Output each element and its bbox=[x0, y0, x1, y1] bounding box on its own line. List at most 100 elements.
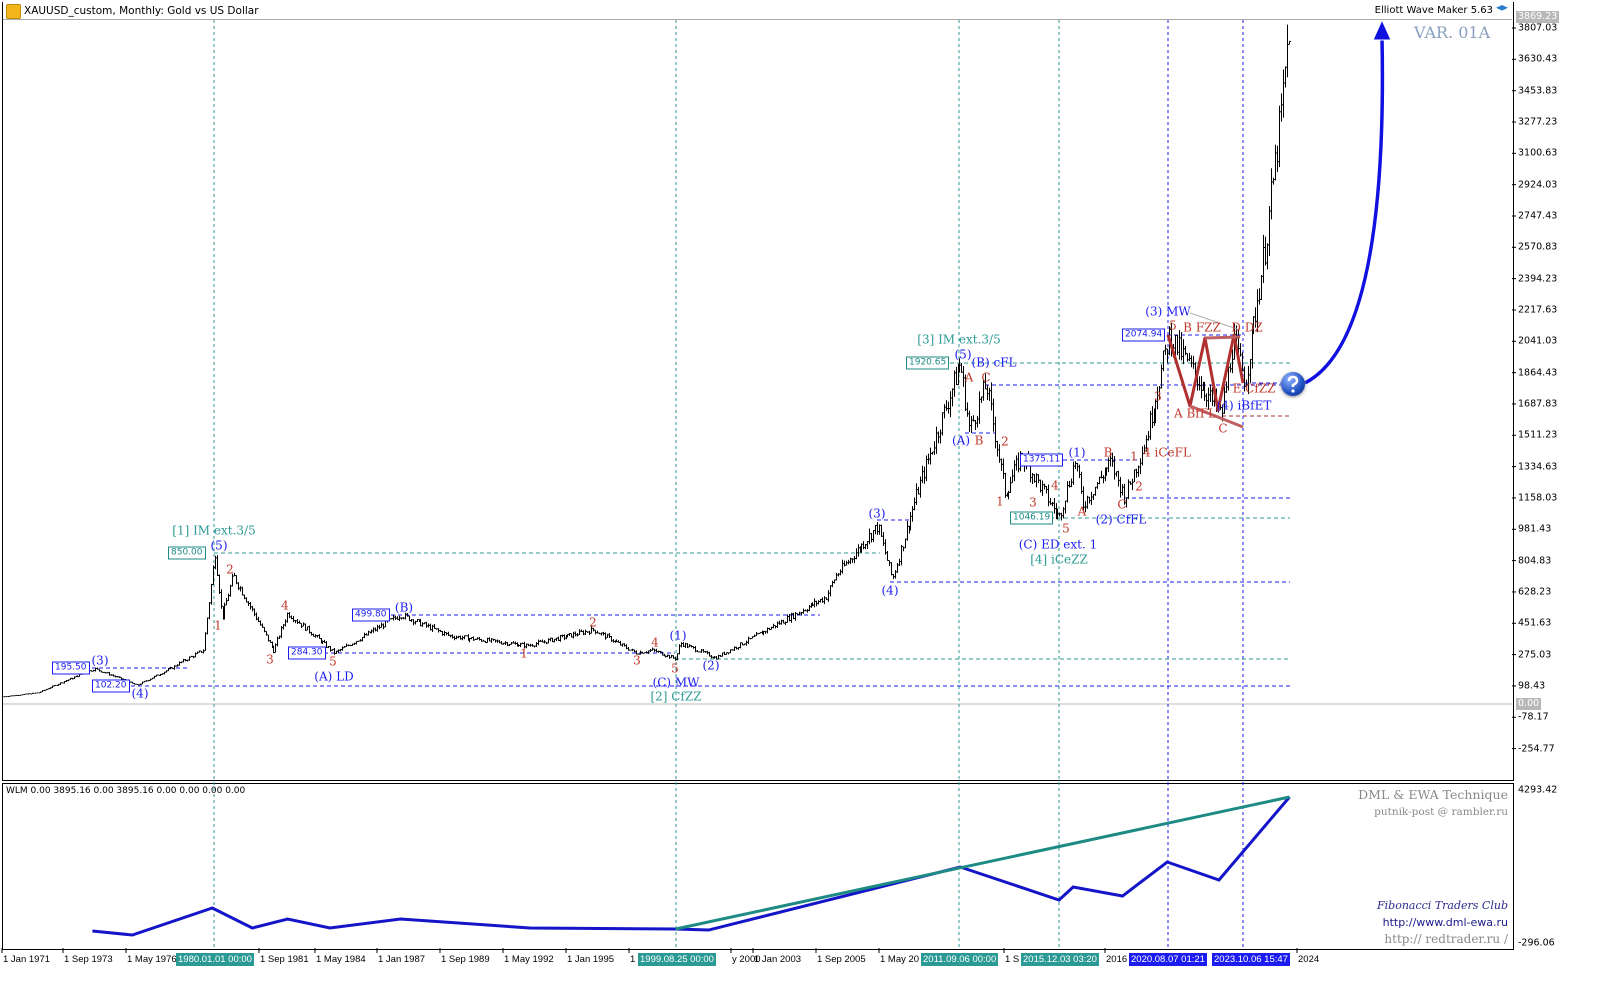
time-marker-tag: 2020.08.07 01:21 bbox=[1129, 953, 1207, 966]
wave-label: (1) bbox=[669, 628, 687, 643]
price-tick-label: 3453.83 bbox=[1518, 85, 1558, 97]
time-tick-label: 2016 bbox=[1106, 954, 1128, 965]
time-marker-tag: 1999.08.25 00:00 bbox=[638, 953, 716, 966]
time-marker-tag: 2023.10.06 15:47 bbox=[1212, 953, 1290, 966]
time-tick-label: 1 May 1984 bbox=[316, 954, 366, 965]
wave-label: B FZZ bbox=[1183, 320, 1221, 335]
wave-label: (5) bbox=[954, 347, 972, 362]
time-tick-label: 1 Sep 1989 bbox=[441, 954, 490, 965]
arrow-head-icon bbox=[1372, 18, 1392, 41]
wave-label: 4 iCeFL bbox=[1143, 445, 1191, 460]
price-tick-label: 1158.03 bbox=[1518, 492, 1558, 504]
question-mark-glyph bbox=[1287, 375, 1299, 393]
wave-label: 1 bbox=[520, 646, 528, 661]
wave-label: 1 bbox=[1130, 449, 1138, 464]
wave-label: (C) ED ext. 1 bbox=[1018, 537, 1098, 552]
wave-label: A bbox=[1077, 504, 1087, 519]
time-tick-label: 1 Jan 1971 bbox=[3, 954, 51, 965]
wave-label: 2 bbox=[226, 562, 234, 577]
variant-label: VAR. 01A bbox=[1414, 23, 1491, 42]
wave-label: [3] IM ext.3/5 bbox=[917, 332, 1001, 347]
wave-label: 3 bbox=[1154, 389, 1162, 404]
price-tick-label: 2924.03 bbox=[1518, 179, 1558, 191]
wave-label: 5 bbox=[1062, 521, 1070, 536]
price-chart-pane[interactable] bbox=[2, 2, 1514, 781]
wave-label: 2 bbox=[1135, 479, 1143, 494]
wave-label: (C) MW bbox=[652, 675, 700, 690]
price-tick-label: 2394.23 bbox=[1518, 273, 1558, 285]
wave-label: B bbox=[1103, 445, 1113, 460]
time-tick-label: 1 Sep 1973 bbox=[64, 954, 113, 965]
time-tick-label: y 2000 bbox=[732, 954, 761, 965]
sub-axis-top: 4293.42 bbox=[1518, 784, 1558, 796]
wave-label: [1] IM ext.3/5 bbox=[172, 523, 256, 538]
price-tick-label: 275.03 bbox=[1518, 649, 1552, 661]
wave-label: 1 bbox=[214, 618, 222, 633]
wave-label: C bbox=[1117, 497, 1127, 512]
time-tick-label: 1 bbox=[630, 954, 636, 965]
time-marker-tag: 1980.01.01 00:00 bbox=[176, 953, 254, 966]
time-tick-label: 1 S bbox=[1005, 954, 1020, 965]
wave-label: 5 bbox=[329, 654, 337, 669]
wave-label: 5 bbox=[1169, 318, 1177, 333]
wave-label: (2) bbox=[702, 658, 720, 673]
wave-label: (4) bbox=[881, 583, 899, 598]
header-divider bbox=[3, 19, 1512, 20]
time-tick-label: 1 Jan 1987 bbox=[378, 954, 426, 965]
symbol-icon bbox=[6, 4, 21, 19]
chart-title: XAUUSD_custom, Monthly: Gold vs US Dolla… bbox=[24, 5, 259, 17]
wave-label: 3 bbox=[266, 652, 274, 667]
projection-arrow-halo bbox=[1303, 37, 1386, 387]
wlm-indicator-pane[interactable] bbox=[2, 783, 1514, 950]
wave-label: [2] CfZZ bbox=[650, 689, 702, 704]
wave-label: (1) bbox=[1068, 445, 1086, 460]
price-tick-label: 2217.63 bbox=[1518, 304, 1558, 316]
wave-label: (A) bbox=[951, 433, 971, 448]
wave-label: C bbox=[1218, 421, 1228, 436]
wave-label: (A) LD bbox=[314, 669, 354, 684]
price-tick-label: 3807.03 bbox=[1518, 22, 1558, 34]
time-tick-label: 1 Jan 1995 bbox=[567, 954, 615, 965]
price-level-box: 1375.11 bbox=[1020, 453, 1064, 467]
time-tick-label: 1 May 1992 bbox=[504, 954, 554, 965]
wave-label: (B) cFL bbox=[971, 355, 1017, 370]
sub-axis-bottom: -296.06 bbox=[1518, 937, 1555, 949]
help-question-icon[interactable] bbox=[1281, 372, 1305, 396]
time-tick-label: 2024 bbox=[1298, 954, 1320, 965]
price-tick-label: 1511.23 bbox=[1518, 429, 1558, 441]
wave-label: (3) MW bbox=[1145, 304, 1191, 319]
price-tick-label: 1864.43 bbox=[1518, 367, 1558, 379]
wave-label: 1 bbox=[996, 494, 1004, 509]
wave-label: (B) bbox=[394, 600, 414, 615]
time-marker-tag: 2011.09.06 00:00 bbox=[921, 953, 999, 966]
wave-label: 3 bbox=[633, 653, 641, 668]
price-tick-label: 2747.43 bbox=[1518, 210, 1558, 222]
zigzag-bottom-line bbox=[1189, 404, 1244, 429]
time-marker-tag: 2015.12.03 03:20 bbox=[1021, 953, 1099, 966]
wave-label: 4 bbox=[1051, 478, 1059, 493]
wave-label: (3) bbox=[868, 506, 886, 521]
current-price-tag: 3869.23 bbox=[1516, 11, 1560, 23]
price-tick-label: 804.83 bbox=[1518, 555, 1552, 567]
credit-technique: DML & EWA Technique bbox=[1358, 787, 1508, 802]
zigzag-top-line bbox=[1204, 335, 1241, 340]
wlm-line bbox=[92, 796, 1291, 937]
indicator-name: Elliott Wave Maker 5.63 bbox=[1374, 5, 1493, 16]
price-level-box: 850.00 bbox=[168, 546, 206, 560]
graduation-cap-icon[interactable] bbox=[1496, 5, 1508, 11]
wave-label: C bbox=[981, 370, 991, 385]
price-level-box: 284.30 bbox=[288, 646, 326, 660]
wlm-legend: WLM 0.00 3895.16 0.00 3895.16 0.00 0.00 … bbox=[6, 786, 246, 796]
wave-label: 2 bbox=[589, 615, 597, 630]
wave-label: (5) bbox=[210, 538, 228, 553]
price-tick-label: 3277.23 bbox=[1518, 116, 1558, 128]
credit-redtrader-link[interactable]: http:// redtrader.ru / bbox=[1384, 932, 1508, 946]
wave-label: 3 bbox=[1029, 495, 1037, 510]
wave-label: 2 bbox=[1001, 434, 1009, 449]
wave-label: (3) bbox=[91, 653, 109, 668]
credit-site-link[interactable]: http://www.dml-ewa.ru bbox=[1382, 916, 1508, 929]
wave-zigzag bbox=[1166, 333, 1245, 412]
time-tick-label: 1 May 1976 bbox=[127, 954, 177, 965]
price-tick-label: 3100.63 bbox=[1518, 147, 1558, 159]
wlm-trend-line bbox=[675, 795, 1290, 931]
